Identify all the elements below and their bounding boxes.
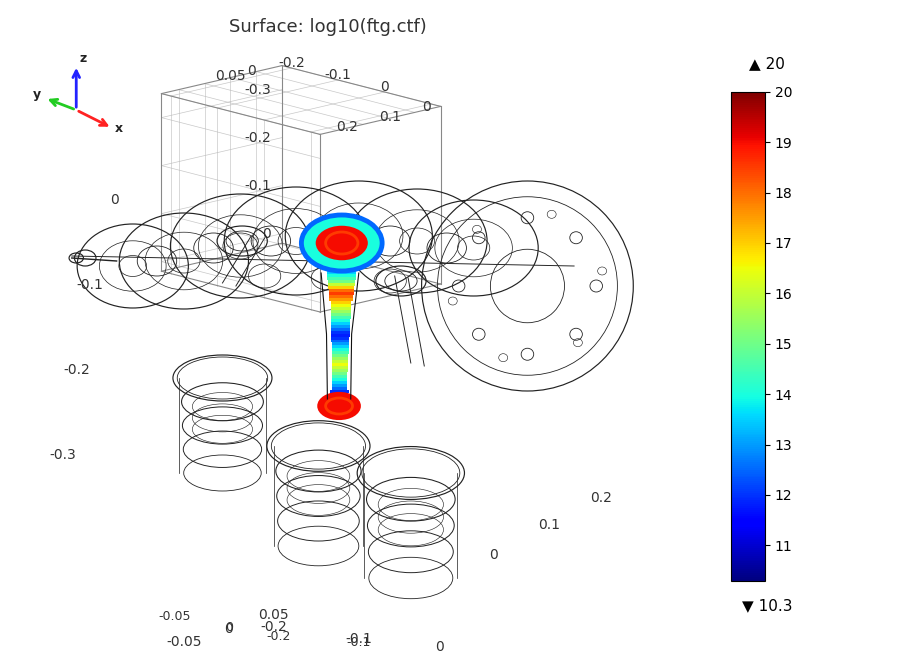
Ellipse shape — [319, 394, 359, 418]
Text: y: y — [33, 88, 41, 101]
FancyBboxPatch shape — [332, 366, 348, 369]
FancyBboxPatch shape — [331, 316, 351, 319]
FancyBboxPatch shape — [331, 408, 347, 411]
FancyBboxPatch shape — [331, 333, 350, 337]
Text: -0.1: -0.1 — [346, 636, 371, 649]
Text: 0: 0 — [380, 80, 389, 94]
FancyBboxPatch shape — [332, 358, 348, 360]
Text: 0.05: 0.05 — [215, 69, 246, 83]
FancyBboxPatch shape — [331, 307, 351, 310]
Text: -0.2: -0.2 — [63, 363, 90, 377]
FancyBboxPatch shape — [327, 274, 356, 277]
FancyBboxPatch shape — [332, 363, 348, 366]
Text: 0.2: 0.2 — [335, 121, 358, 134]
FancyBboxPatch shape — [331, 337, 350, 340]
FancyBboxPatch shape — [333, 402, 345, 405]
FancyBboxPatch shape — [328, 286, 354, 289]
FancyBboxPatch shape — [331, 405, 347, 408]
FancyBboxPatch shape — [332, 360, 348, 363]
FancyBboxPatch shape — [331, 310, 351, 313]
Text: 0.2: 0.2 — [590, 491, 612, 505]
Text: 0: 0 — [422, 100, 431, 114]
Text: -0.1: -0.1 — [325, 68, 352, 82]
Ellipse shape — [314, 224, 370, 262]
Text: -0.2: -0.2 — [266, 630, 291, 643]
FancyBboxPatch shape — [328, 289, 354, 292]
FancyBboxPatch shape — [329, 298, 353, 300]
Text: -0.2: -0.2 — [278, 56, 305, 70]
Text: -0.1: -0.1 — [345, 632, 372, 646]
Text: 0.1: 0.1 — [379, 110, 401, 125]
FancyBboxPatch shape — [331, 327, 350, 331]
FancyBboxPatch shape — [331, 304, 352, 307]
FancyBboxPatch shape — [327, 271, 356, 274]
Ellipse shape — [301, 216, 382, 270]
Text: -0.2: -0.2 — [245, 131, 271, 144]
FancyBboxPatch shape — [331, 331, 350, 333]
Text: x: x — [115, 122, 123, 135]
Text: 0: 0 — [489, 548, 498, 562]
Text: -0.1: -0.1 — [76, 278, 103, 292]
FancyBboxPatch shape — [331, 396, 347, 399]
FancyBboxPatch shape — [331, 325, 350, 327]
FancyBboxPatch shape — [332, 340, 349, 342]
FancyBboxPatch shape — [331, 411, 347, 414]
FancyBboxPatch shape — [328, 283, 355, 286]
Text: -0.05: -0.05 — [159, 610, 191, 623]
FancyBboxPatch shape — [329, 295, 353, 298]
FancyBboxPatch shape — [332, 399, 346, 402]
Text: 0.1: 0.1 — [538, 518, 561, 532]
FancyBboxPatch shape — [333, 387, 346, 390]
FancyBboxPatch shape — [327, 280, 355, 283]
FancyBboxPatch shape — [330, 393, 348, 396]
FancyBboxPatch shape — [332, 381, 347, 384]
FancyBboxPatch shape — [332, 342, 349, 346]
FancyBboxPatch shape — [332, 369, 348, 373]
FancyBboxPatch shape — [332, 375, 347, 379]
FancyBboxPatch shape — [329, 292, 353, 295]
FancyBboxPatch shape — [327, 268, 357, 271]
FancyBboxPatch shape — [332, 346, 349, 348]
FancyBboxPatch shape — [332, 379, 347, 381]
FancyBboxPatch shape — [327, 277, 356, 280]
Text: 0: 0 — [225, 621, 232, 634]
FancyBboxPatch shape — [332, 384, 347, 387]
Text: ▲ 20: ▲ 20 — [749, 56, 785, 71]
Text: 0: 0 — [435, 640, 444, 654]
FancyBboxPatch shape — [332, 352, 349, 354]
Text: 0: 0 — [224, 622, 233, 636]
Text: Surface: log10(ftg.ctf): Surface: log10(ftg.ctf) — [229, 18, 426, 36]
Text: 0: 0 — [109, 193, 118, 207]
Text: 0: 0 — [263, 226, 271, 241]
Text: 0: 0 — [248, 64, 256, 77]
FancyBboxPatch shape — [331, 321, 350, 325]
Text: z: z — [80, 52, 87, 65]
FancyBboxPatch shape — [331, 313, 351, 316]
FancyBboxPatch shape — [332, 348, 349, 352]
Text: ▼ 10.3: ▼ 10.3 — [742, 598, 792, 613]
Text: -0.05: -0.05 — [166, 635, 202, 649]
FancyBboxPatch shape — [329, 390, 349, 393]
Text: -0.1: -0.1 — [244, 178, 271, 193]
Text: -0.3: -0.3 — [49, 448, 76, 462]
FancyBboxPatch shape — [331, 300, 352, 304]
Text: -0.3: -0.3 — [245, 83, 271, 96]
Text: 0.05: 0.05 — [258, 608, 289, 622]
FancyBboxPatch shape — [332, 354, 348, 358]
FancyBboxPatch shape — [331, 319, 351, 321]
Text: -0.2: -0.2 — [260, 620, 287, 634]
FancyBboxPatch shape — [332, 373, 347, 375]
